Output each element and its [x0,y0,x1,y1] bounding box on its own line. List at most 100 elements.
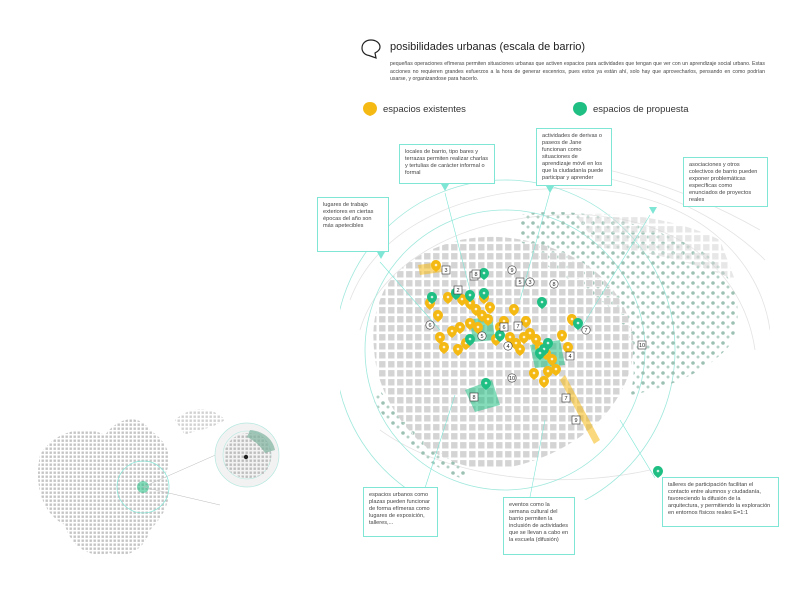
legend-proposal: espacios de propuesta [572,100,689,118]
proposal-marker-dot [498,333,502,337]
circle-labels-layer: 9 3 8 6 5 4 10 7 [425,265,591,383]
page-title: posibilidades urbanas (escala de barrio) [390,41,586,53]
intro-paragraph: pequeñas operaciones efímeras permiten s… [390,61,765,82]
existing-marker-dot [468,301,472,305]
circle-label-ring [507,265,517,275]
overview-map [37,409,280,556]
circle-label-text: 7 [584,328,587,334]
callout-bares: locales de barrio, tipo bares y terrazas… [399,144,495,184]
circle-label-text: 5 [480,334,483,340]
square-label-text: 7 [564,396,567,402]
callout-bares-tail [441,184,449,191]
existing-marker-dot [532,371,536,375]
existing-marker-dot [486,317,490,321]
circle-label-ring [477,331,487,341]
existing-marker-dot [446,295,450,299]
legend-proposal-label: espacios de propuesta [593,103,689,115]
callout-derivas: actividades de derivas o paseos de Jane … [536,128,612,186]
circle-label-ring [549,279,559,289]
proposal-marker-dot [546,341,550,345]
circle-label-ring [425,320,435,330]
legend-existing-label: espacios existentes [383,103,466,115]
callout-trabajo: lugares de trabajo exteriores en ciertas… [317,197,389,252]
square-label-box [513,321,523,331]
callout-pointer-lines [379,191,656,498]
square-label-box [453,285,463,295]
existing-marker-dot [456,347,460,351]
circle-label-text: 9 [510,268,513,274]
circle-label-text: 4 [506,344,509,350]
existing-marker-dot [480,313,484,317]
proposal-marker-dot [538,351,542,355]
circle-label-text: 8 [552,282,555,288]
existing-marker-dot [528,331,532,335]
square-label-box [499,322,509,332]
existing-marker-dot [570,317,574,321]
circle-label-text: 10 [509,376,515,382]
square-label-text: 8 [472,395,475,401]
square-label-box [637,340,647,350]
focus-ring [116,460,170,514]
existing-marker-dot [476,325,480,329]
existing-marker-dot [450,329,454,333]
city-outline-east [175,409,225,435]
existing-marker-dot [546,369,550,373]
zoom-bubble-marker [243,454,249,460]
square-label-text: 8 [474,272,477,278]
proposal-markers-layer [427,268,663,478]
existing-marker-dot [560,333,564,337]
square-labels-layer: 3215648791087 [441,265,647,425]
square-label-text: 2 [456,288,459,294]
existing-marker-dot [442,345,446,349]
zoom-line-2 [142,486,221,506]
callout-talleres: talleres de participación facilitan el c… [662,477,779,527]
callout-asociaciones-tail [649,207,657,214]
existing-marker-dot [458,325,462,329]
proposal-marker-icon [573,102,587,116]
proposal-marker-dot [540,300,544,304]
circle-label-text: 6 [428,323,431,329]
square-label-text: 6 [502,325,505,331]
square-label-text: 10 [639,343,645,349]
circle-label-text: 3 [528,280,531,286]
city-outline [37,419,170,556]
existing-marker-dot [438,335,442,339]
existing-marker-dot [474,307,478,311]
urban-fabric [373,236,634,469]
existing-marker-dot [566,345,570,349]
square-label-box [441,265,451,275]
existing-marker-dot [468,321,472,325]
existing-marker-dot [502,319,506,323]
existing-marker-dot [534,337,538,341]
square-label-box [565,351,575,361]
existing-marker-dot [434,263,438,267]
existing-marker-dot [522,335,526,339]
proposal-marker-dot [656,469,660,473]
legend-existing: espacios existentes [362,100,466,118]
square-label-box [561,393,571,403]
square-label-text: 4 [568,354,571,360]
proposal-marker-dot [468,293,472,297]
circle-label-ring [525,277,535,287]
callout-plazas: espacios urbanos como plazas pueden func… [363,487,438,537]
callout-asociaciones: asociaciones y otros colectivos de barri… [683,157,768,207]
proposal-marker-dot [482,271,486,275]
existing-marker-dot [436,313,440,317]
square-label-box [471,269,481,279]
callout-derivas-tail [546,186,554,193]
existing-marker-icon [363,102,377,116]
existing-marker-dot [460,297,464,301]
existing-marker-dot [488,305,492,309]
callout-trabajo-tail [377,252,385,259]
square-label-text: 7 [516,324,519,330]
proposal-marker-dot [484,381,488,385]
existing-marker-dot [554,367,558,371]
square-label-text: 3 [444,268,447,274]
existing-marker-dot [542,379,546,383]
square-label-text: 5 [518,280,521,286]
zoom-line-1 [142,452,221,488]
existing-marker-dot [514,341,518,345]
square-label-text: 9 [574,418,577,424]
callout-semana: eventos como la semana cultural del barr… [503,497,575,555]
